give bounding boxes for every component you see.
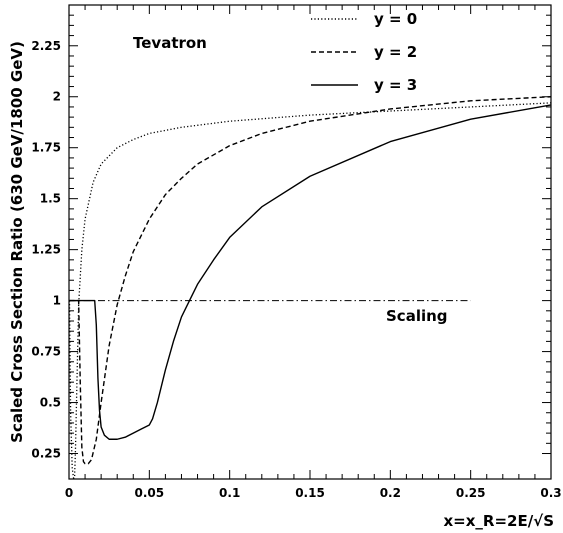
x-axis-title: x=x_R=2E/√S [443, 512, 554, 530]
y-tick-label: 2 [53, 90, 61, 104]
x-tick-label: 0.3 [540, 486, 561, 500]
x-tick-label: 0.25 [456, 486, 486, 500]
legend-label: y = 0 [374, 10, 417, 28]
x-tick-label: 0 [65, 486, 73, 500]
y-tick-label: 1 [53, 294, 61, 308]
y-axis-title: Scaled Cross Section Ratio (630 GeV/1800… [8, 41, 26, 443]
axis-ticks [68, 4, 552, 479]
series-line-1 [68, 102, 552, 481]
plot-frame [68, 4, 552, 480]
y-tick-labels: 0.25 0.5 0.75 1 1.25 1.5 1.75 2 2.25 [31, 39, 61, 461]
x-tick-label: 0.15 [295, 486, 325, 500]
x-tick-label: 0.2 [380, 486, 401, 500]
y-tick-label: 0.5 [40, 396, 61, 410]
annotation-tevatron: Tevatron [133, 34, 207, 52]
y-tick-label: 0.25 [31, 447, 61, 461]
x-tick-label: 0.05 [135, 486, 165, 500]
y-tick-label: 1.5 [40, 192, 61, 206]
x-tick-label: 0.1 [219, 486, 240, 500]
series-layer [68, 96, 552, 481]
y-tick-label: 1.75 [31, 141, 61, 155]
legend-label: y = 3 [374, 76, 417, 94]
y-tick-label: 0.75 [31, 345, 61, 359]
y-tick-label: 1.25 [31, 243, 61, 257]
y-tick-label: 2.25 [31, 39, 61, 53]
legend: y = 0 y = 2 y = 3 [311, 10, 417, 94]
x-tick-labels: 0 0.05 0.1 0.15 0.2 0.25 0.3 [65, 486, 562, 500]
legend-label: y = 2 [374, 43, 417, 61]
annotation-scaling: Scaling [386, 307, 448, 325]
series-line-2 [69, 96, 552, 465]
series-line-3 [69, 104, 552, 440]
